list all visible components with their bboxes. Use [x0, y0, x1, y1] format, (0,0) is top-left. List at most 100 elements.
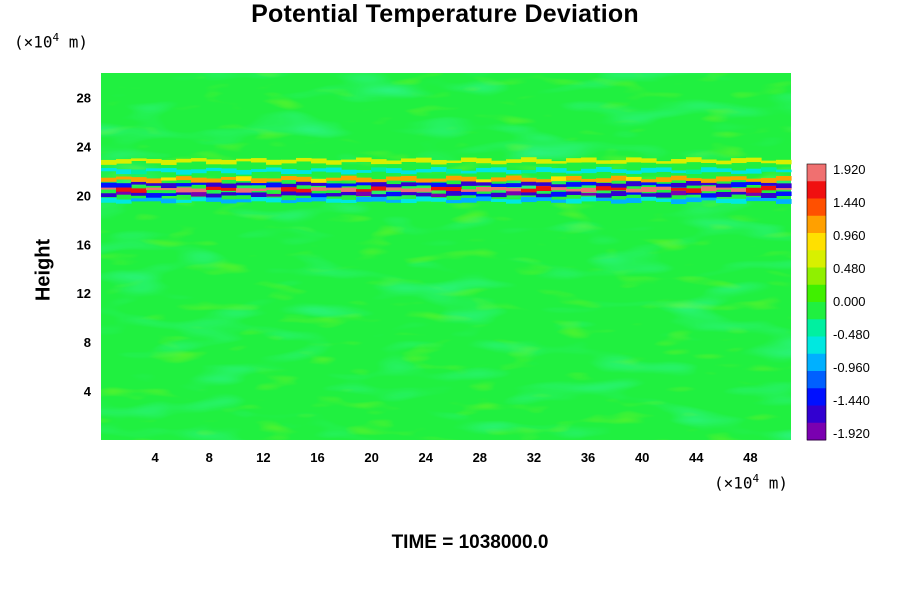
heatmap-band-cell: [281, 183, 297, 188]
heatmap-band-cell: [731, 188, 747, 192]
time-label: TIME = 1038000.0: [391, 532, 549, 553]
x-unit-suffix: m): [759, 473, 789, 493]
colorbar-frame: [806, 163, 827, 441]
heatmap-band-cell: [326, 193, 342, 197]
x-tick-label: 16: [310, 450, 324, 465]
heatmap-band-cell: [716, 160, 732, 165]
heatmap-band-cell: [161, 198, 177, 204]
heatmap-band-cell: [671, 182, 687, 188]
heatmap-band-cell: [101, 159, 117, 165]
colorbar-tick-label: -1.920: [833, 426, 870, 441]
heatmap-band-cell: [356, 170, 372, 173]
heatmap-band-cell: [461, 157, 477, 163]
heatmap-band-cell: [161, 177, 177, 181]
heatmap-band-cell: [386, 168, 402, 174]
heatmap-band-cell: [101, 182, 117, 188]
heatmap-band-cell: [656, 198, 672, 202]
heatmap-band-cell: [116, 176, 132, 180]
heatmap-band-cell: [191, 181, 207, 185]
heatmap-band-cell: [251, 188, 267, 192]
colorbar-tick-label: 0.960: [833, 228, 866, 243]
heatmap-band-cell: [746, 187, 762, 193]
heatmap-band-cell: [101, 177, 117, 182]
heatmap-band-cell: [476, 193, 492, 197]
y-axis-unit: (×104 m): [14, 31, 88, 51]
heatmap-band-cell: [446, 184, 462, 188]
heatmap-band-cell: [536, 186, 552, 192]
heatmap-band-cell: [536, 167, 552, 173]
heatmap-band-cell: [371, 159, 387, 165]
y-tick-label: 24: [77, 139, 92, 154]
heatmap-band-cell: [431, 159, 447, 165]
heatmap-band-cell: [341, 169, 357, 175]
colorbar-swatch: [807, 319, 826, 337]
heatmap-band-cell: [431, 178, 447, 182]
y-tick-label: 28: [77, 90, 91, 105]
heatmap-band-cell: [221, 168, 237, 174]
heatmap-band-cell: [776, 169, 792, 173]
heatmap-band-cell: [701, 167, 717, 173]
heatmap-band-cell: [626, 188, 642, 193]
heatmap-band-cell: [641, 186, 657, 192]
heatmap-band-cell: [341, 175, 357, 181]
heatmap-band-cell: [386, 185, 402, 191]
heatmap-band-cell: [191, 158, 207, 162]
heatmap-band-cell: [251, 169, 267, 172]
heatmap-band-cell: [446, 190, 462, 196]
heatmap-band-cell: [416, 180, 432, 186]
heatmap-band-cell: [116, 186, 132, 192]
heatmap-band-cell: [116, 191, 132, 195]
colorbar: 1.920 1.440 0.960 0.480 0.000 -0.480 -0.960 -1.…: [806, 162, 870, 441]
heatmap-band-cell: [296, 190, 312, 196]
heatmap-band-cell: [461, 197, 477, 203]
heatmap-band-cell: [716, 176, 732, 182]
heatmap-band-cell: [371, 196, 387, 202]
heatmap-band-cell: [596, 178, 612, 183]
heatmap-band-cell: [446, 160, 462, 164]
heatmap-band-cell: [746, 178, 762, 182]
heatmap-band-cell: [671, 199, 687, 205]
x-axis-unit: (×104 m): [714, 472, 788, 492]
heatmap-band-cell: [401, 198, 417, 204]
heatmap-band-cell: [521, 157, 537, 163]
heatmap-band-cell: [461, 189, 477, 192]
heatmap-band-cell: [761, 178, 777, 183]
heatmap-band-cell: [701, 193, 717, 198]
heatmap-band-cell: [281, 191, 297, 196]
heatmap-band-cell: [551, 176, 567, 182]
heatmap-band-cell: [746, 197, 762, 202]
heatmap-band-cell: [416, 178, 432, 183]
heatmap-band-cell: [356, 177, 372, 183]
heatmap-band-cell: [611, 186, 627, 191]
x-tick-label: 36: [581, 450, 595, 465]
heatmap-band-cell: [686, 192, 702, 195]
y-unit-suffix: m): [59, 32, 89, 52]
heatmap-band-cell: [686, 180, 702, 186]
heatmap-band-cell: [146, 158, 162, 164]
chart-title: Potential Temperature Deviation: [251, 0, 639, 28]
heatmap-band-cell: [371, 194, 387, 197]
heatmap-band-cell: [566, 190, 582, 195]
heatmap-band-cell: [386, 160, 402, 165]
heatmap-band-cell: [716, 191, 732, 197]
x-tick-label: 44: [689, 450, 704, 465]
heatmap-band-cell: [236, 188, 252, 193]
heatmap-band-cell: [476, 186, 492, 192]
heatmap-band-cell: [266, 178, 282, 182]
colorbar-swatch: [807, 215, 826, 234]
colorbar-tick-label: -0.960: [833, 360, 870, 375]
heatmap-band-cell: [626, 170, 642, 174]
colorbar-swatch: [807, 284, 826, 303]
x-tick-label: 8: [206, 450, 213, 465]
heatmap-band-cell: [536, 179, 552, 183]
heatmap-band-cell: [731, 198, 747, 204]
heatmap-band-cell: [701, 197, 717, 201]
heatmap-band-cell: [176, 158, 192, 163]
heatmap-band-cell: [161, 168, 177, 173]
heatmap-band-cell: [206, 167, 222, 172]
heatmap-band-cell: [161, 193, 177, 196]
heatmap-band-cell: [521, 169, 537, 174]
heatmap-band-cell: [296, 181, 312, 186]
heatmap-band-cell: [206, 193, 222, 198]
